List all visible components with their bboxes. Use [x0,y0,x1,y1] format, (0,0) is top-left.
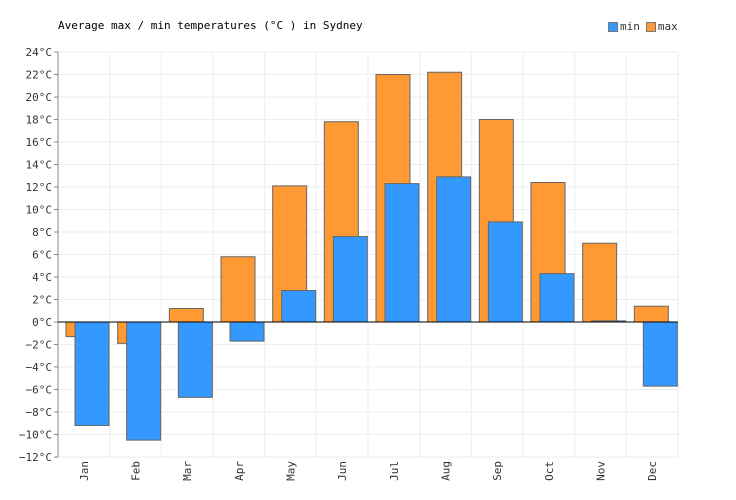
legend-item-min: min [608,20,640,33]
y-tick-label: 0°C [32,316,52,329]
y-tick-label: 20°C [26,91,53,104]
y-tick-label: 4°C [32,271,52,284]
y-tick-label: 12°C [26,181,53,194]
bar-max-apr [220,256,256,323]
legend-swatch-min [608,21,618,32]
y-tick-label: −8°C [26,406,53,419]
bar-max-nov [582,242,618,323]
bar-min-aug [436,176,472,323]
x-tick-label: Aug [440,461,453,481]
bar-min-jul [384,183,420,323]
x-tick-label: Nov [595,461,608,481]
x-tick-label: Jan [78,461,91,481]
x-tick-label: Dec [646,461,659,481]
y-tick-label: 2°C [32,294,52,307]
y-tick-label: 16°C [26,136,53,149]
bar-min-jan [74,321,110,426]
x-tick-label: Sep [491,461,504,481]
bar-max-dec [633,305,669,323]
bar-min-mar [177,321,213,398]
legend-swatch-max [645,21,656,32]
legend-label-min: min [620,20,640,33]
y-tick-label: −12°C [19,451,52,464]
x-tick-label: Oct [543,461,556,481]
bar-max-mar [168,308,204,323]
x-tick-label: Jun [336,461,349,481]
y-tick-label: −10°C [19,429,52,442]
y-tick-label: 14°C [26,159,53,172]
bar-min-may [281,290,317,323]
x-tick-label: May [285,461,298,481]
bar-min-apr [229,321,265,342]
legend-label-max: max [657,20,678,33]
y-tick-label: −4°C [26,361,53,374]
bar-min-sep [487,221,523,323]
chart-title: Average max / min temperatures (°C ) in … [58,19,363,32]
x-tick-label: Apr [233,461,246,481]
y-tick-label: 8°C [32,226,52,239]
x-tick-label: Feb [130,461,143,481]
legend-item-max: max [645,20,678,33]
y-tick-label: 6°C [32,249,52,262]
y-tick-label: 24°C [26,46,53,59]
y-tick-label: −2°C [26,339,53,352]
bar-min-dec [642,321,678,387]
y-tick-label: 22°C [26,69,53,82]
bar-min-feb [126,321,162,441]
bar-min-oct [539,273,575,323]
legend: min max [608,20,678,33]
x-tick-label: Mar [181,461,194,481]
y-tick-label: 18°C [26,114,53,127]
y-tick-label: 10°C [26,204,53,217]
bar-min-jun [332,236,368,323]
y-tick-label: −6°C [26,384,53,397]
x-tick-label: Jul [388,461,401,481]
